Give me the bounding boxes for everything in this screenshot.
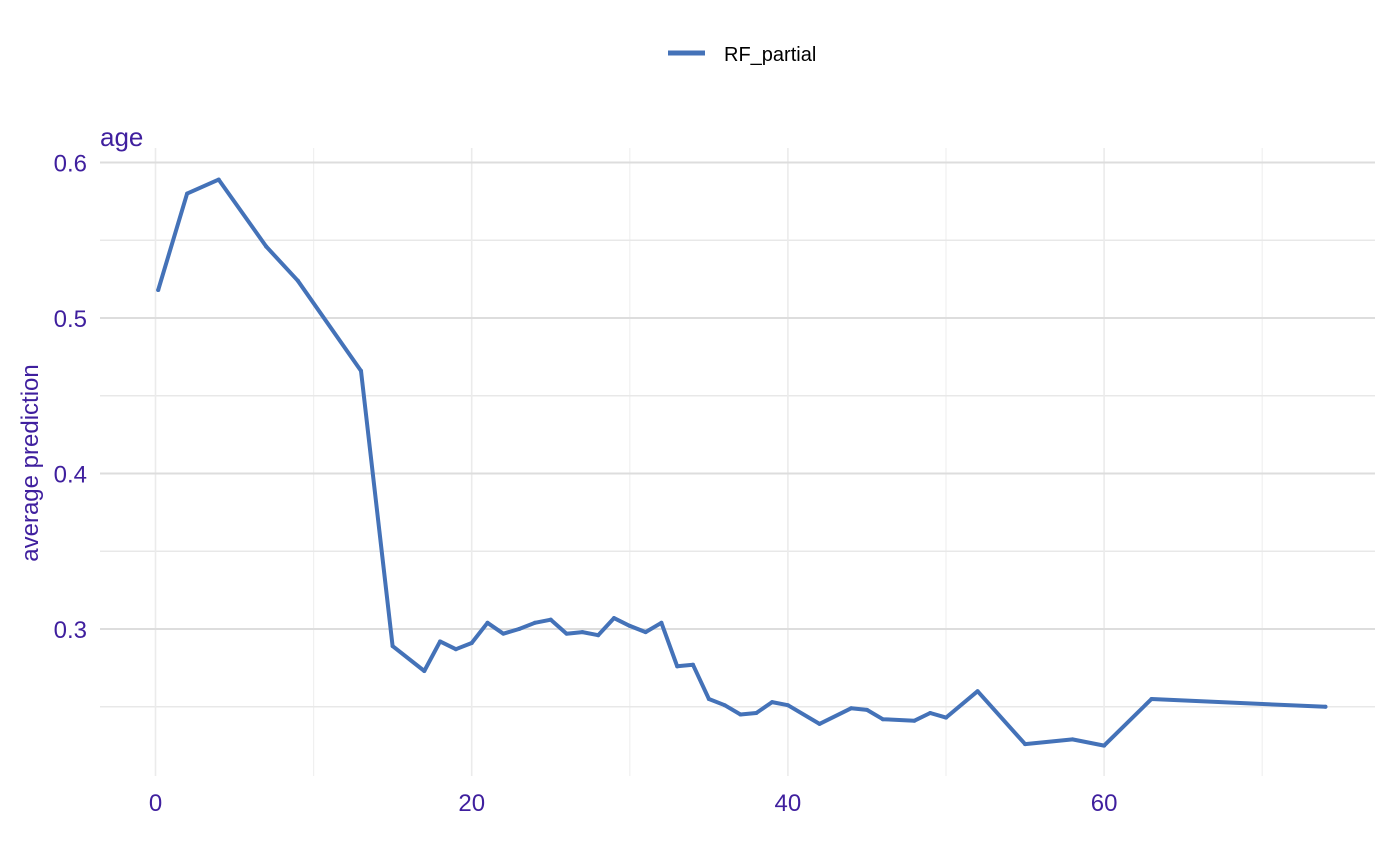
data-point: [928, 710, 933, 715]
data-point: [564, 631, 569, 636]
data-point: [185, 191, 190, 196]
data-point: [738, 712, 743, 717]
series-layer: [156, 177, 1328, 748]
data-point: [216, 177, 221, 182]
axis-tick-labels: 0 20 40 60 0.3 0.4 0.5 0.6: [54, 151, 1118, 818]
data-point: [706, 696, 711, 701]
legend: RF_partial: [668, 44, 816, 66]
data-point: [912, 718, 917, 723]
data-point: [611, 616, 616, 621]
data-point: [659, 620, 664, 625]
data-point: [532, 620, 537, 625]
x-tick-label: 20: [458, 790, 485, 817]
data-point: [295, 278, 300, 283]
data-point: [501, 631, 506, 636]
x-tick-label: 40: [775, 790, 802, 817]
x-tick-label: 0: [149, 790, 162, 817]
data-point: [880, 717, 885, 722]
data-point: [975, 689, 980, 694]
panel-title: age: [100, 122, 143, 152]
data-point: [864, 707, 869, 712]
data-point: [453, 647, 458, 652]
data-point: [1023, 742, 1028, 747]
data-point: [469, 640, 474, 645]
data-point: [675, 664, 680, 669]
data-point: [770, 700, 775, 705]
data-point: [643, 630, 648, 635]
data-point: [627, 623, 632, 628]
data-point: [1102, 743, 1107, 748]
data-point: [754, 710, 759, 715]
data-point: [785, 703, 790, 708]
data-point: [596, 633, 601, 638]
data-point: [817, 721, 822, 726]
data-point: [485, 620, 490, 625]
data-point: [944, 715, 948, 720]
data-point: [264, 244, 269, 249]
data-point: [849, 706, 854, 711]
data-point: [691, 662, 696, 667]
data-point: [156, 288, 161, 293]
data-point: [580, 630, 585, 635]
data-point: [1149, 696, 1154, 701]
y-tick-label: 0.6: [54, 151, 87, 178]
x-tick-label: 60: [1091, 790, 1118, 817]
y-tick-label: 0.3: [54, 617, 87, 644]
data-point: [722, 703, 727, 708]
data-point: [548, 617, 553, 622]
data-point: [438, 639, 443, 644]
grid: [100, 148, 1375, 776]
y-axis-title: average prediction: [17, 364, 44, 561]
legend-label-rf-partial: RF_partial: [724, 44, 816, 66]
data-point: [1070, 737, 1075, 742]
series-line-rf-partial: [156, 177, 1328, 748]
data-point: [390, 644, 395, 649]
data-point: [359, 368, 364, 373]
data-point: [422, 668, 427, 673]
y-tick-label: 0.5: [54, 306, 87, 333]
y-tick-label: 0.4: [54, 462, 87, 489]
data-point: [517, 627, 522, 631]
data-point: [1323, 704, 1328, 709]
